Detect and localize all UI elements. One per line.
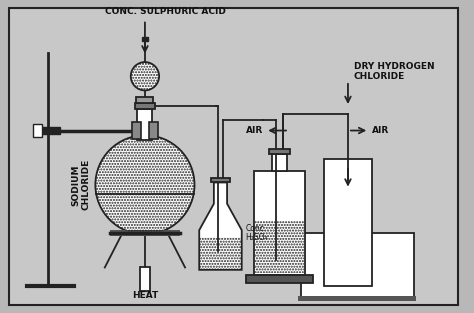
Bar bbox=[132, 122, 141, 139]
Text: HEAT: HEAT bbox=[132, 291, 158, 300]
Bar bbox=[109, 230, 180, 236]
Text: SODIUM
CHLORIDE: SODIUM CHLORIDE bbox=[72, 159, 91, 210]
Bar bbox=[137, 97, 154, 103]
Bar bbox=[211, 178, 230, 182]
Bar bbox=[254, 171, 305, 275]
Text: AIR: AIR bbox=[246, 126, 263, 135]
Bar bbox=[140, 267, 150, 291]
Text: DRY HYDROGEN
CHLORIDE: DRY HYDROGEN CHLORIDE bbox=[354, 62, 434, 81]
Text: AIR: AIR bbox=[372, 126, 389, 135]
Bar bbox=[324, 159, 372, 286]
Bar bbox=[33, 124, 42, 137]
Bar bbox=[272, 154, 287, 171]
Text: H₂SO₄: H₂SO₄ bbox=[246, 233, 268, 243]
Bar bbox=[246, 275, 312, 283]
Polygon shape bbox=[199, 182, 242, 270]
Bar bbox=[255, 221, 304, 273]
Bar bbox=[298, 296, 417, 300]
Bar bbox=[149, 122, 158, 139]
Text: CONC. SULPHURIC ACID: CONC. SULPHURIC ACID bbox=[105, 7, 226, 16]
Circle shape bbox=[95, 135, 194, 234]
Circle shape bbox=[131, 62, 159, 90]
Bar bbox=[142, 37, 148, 41]
Bar bbox=[301, 233, 414, 297]
Bar bbox=[135, 103, 155, 109]
Bar bbox=[36, 127, 60, 134]
Bar bbox=[269, 149, 290, 154]
Bar bbox=[137, 109, 153, 140]
Text: Conc.: Conc. bbox=[246, 224, 267, 233]
